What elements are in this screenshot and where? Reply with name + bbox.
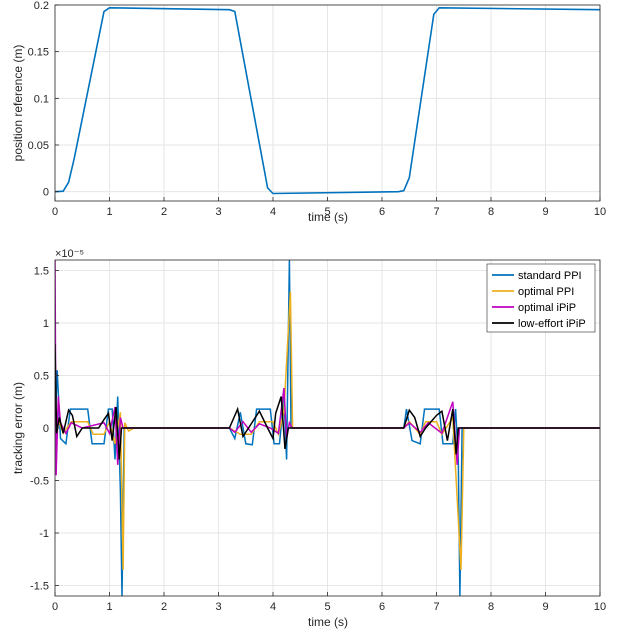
top-x-tick-label: 2	[161, 206, 167, 218]
bottom-x-tick-label: 0	[52, 601, 58, 613]
legend-label: standard PPI	[518, 270, 582, 282]
bottom-x-tick-label: 5	[324, 601, 330, 613]
legend-label: optimal iPiP	[518, 302, 576, 314]
bottom-y-tick-label: 1.5	[34, 266, 49, 278]
bottom-x-tick-label: 9	[542, 601, 548, 613]
top-grid	[54, 4, 601, 201]
legend: standard PPI optimal PPI optimal iPiP low-e…	[486, 263, 596, 333]
top-x-tick-label: 9	[542, 206, 548, 218]
bottom-x-tick-label: 8	[488, 601, 494, 613]
top-series-line	[54, 6, 601, 195]
bottom-x-tick-label: 7	[433, 601, 439, 613]
top-y-tick-label: 0.15	[28, 47, 49, 59]
bottom-y-tick-label: 0.5	[34, 371, 49, 383]
top-x-tick-label: 10	[594, 206, 606, 218]
top-x-axis-label: time (s)	[308, 210, 348, 224]
top-x-tick-label: 6	[379, 206, 385, 218]
bottom-y-tick-label: -0.5	[30, 476, 49, 488]
top-x-tick-label: 5	[324, 206, 330, 218]
bottom-x-tick-label: 1	[106, 601, 112, 613]
bottom-x-tick-label: 4	[270, 601, 276, 613]
bottom-y-tick-label: 0	[43, 423, 49, 435]
top-x-tick-label: 3	[215, 206, 221, 218]
top-y-ticks: 0 0.05 0.1 0.15 0.2	[28, 0, 59, 199]
top-x-tick-label: 8	[488, 206, 494, 218]
top-x-tick-label: 0	[52, 206, 58, 218]
top-x-tick-label: 1	[106, 206, 112, 218]
legend-label: optimal PPI	[518, 286, 574, 298]
bottom-series-group	[55, 260, 600, 596]
bottom-x-axis-label: time (s)	[308, 615, 348, 629]
bottom-y-tick-label: 1	[43, 318, 49, 330]
bottom-y-tick-label: -1	[39, 528, 49, 540]
top-y-tick-label: 0	[43, 187, 49, 199]
bottom-x-ticks: 0 1 2 3 4 5 6 7 8 9 10	[52, 592, 606, 613]
top-x-tick-label: 7	[433, 206, 439, 218]
series-line-optimal-ppi	[55, 291, 600, 570]
bottom-x-tick-label: 6	[379, 601, 385, 613]
bottom-y-axis-label: tracking error (m)	[11, 382, 25, 474]
top-y-tick-label: 0.2	[34, 0, 49, 12]
series-line-standard-ppi	[55, 260, 600, 596]
top-x-ticks: 0 1 2 3 4 5 6 7 8 9 10	[52, 197, 606, 218]
bottom-x-tick-label: 10	[594, 601, 606, 613]
bottom-chart: 0 1 2 3 4 5 6 7 8 9 10 -1.5 -1 -0.5 0 0.5 1 1.5 ×10⁻⁵ ti…	[11, 248, 606, 629]
top-x-tick-label: 4	[270, 206, 276, 218]
top-y-axis-label: position reference (m)	[11, 45, 25, 162]
legend-label: low-effort iPiP	[518, 318, 586, 330]
top-chart: 0 1 2 3 4 5 6 7 8 9 10 0 0.05 0.1 0.15 0.2 time (s) po…	[11, 0, 606, 224]
bottom-x-tick-label: 3	[215, 601, 221, 613]
series-line-low-effort-ipip	[55, 343, 600, 460]
bottom-y-ticks: -1.5 -1 -0.5 0 0.5 1 1.5	[30, 266, 59, 593]
bottom-y-tick-label: -1.5	[30, 581, 49, 593]
bottom-y-exponent: ×10⁻⁵	[55, 248, 84, 260]
top-y-tick-label: 0.05	[28, 140, 49, 152]
bottom-x-tick-label: 2	[161, 601, 167, 613]
top-y-tick-label: 0.1	[34, 93, 49, 105]
